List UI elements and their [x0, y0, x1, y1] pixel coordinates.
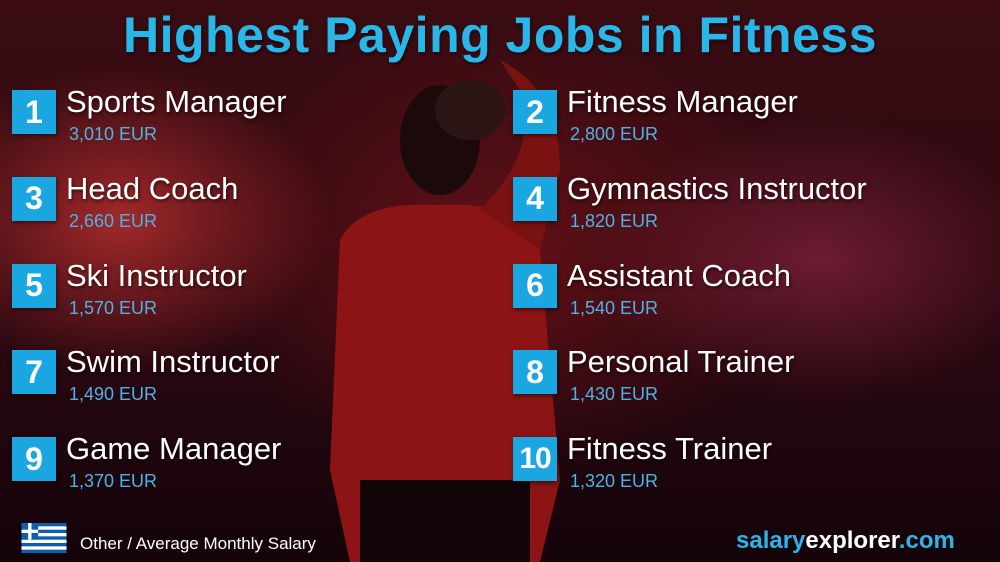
job-item: 5 Ski Instructor 1,570 EUR: [12, 258, 432, 334]
job-title: Swim Instructor: [66, 344, 280, 380]
job-title: Head Coach: [66, 170, 239, 206]
brand-part3: .com: [898, 527, 955, 554]
job-title: Game Manager: [66, 431, 282, 467]
job-salary: 2,800 EUR: [570, 124, 659, 144]
job-item: 4 Gymnastics Instructor 1,820 EUR: [513, 171, 933, 247]
job-salary: 1,490 EUR: [69, 384, 158, 405]
brand-logo[interactable]: salaryexplorer.com: [736, 527, 955, 555]
job-salary: 1,570 EUR: [69, 297, 158, 318]
page-title: Highest Paying Jobs in Fitness: [122, 7, 878, 63]
job-salary: 3,010 EUR: [69, 124, 158, 144]
rank-badge: 10: [513, 437, 557, 482]
job-title: Personal Trainer: [567, 344, 795, 380]
job-salary: 2,660 EUR: [69, 210, 158, 231]
job-item: 7 Swim Instructor 1,490 EUR: [12, 344, 432, 420]
job-title: Fitness Trainer: [567, 431, 773, 467]
job-title: Fitness Manager: [567, 84, 798, 119]
footer-label: Other / Average Monthly Salary: [80, 534, 316, 553]
rank-badge: 3: [12, 176, 56, 221]
job-title: Assistant Coach: [567, 257, 791, 293]
job-title: Ski Instructor: [66, 257, 247, 293]
brand-part2: explorer: [805, 527, 899, 554]
job-salary: 1,430 EUR: [570, 384, 659, 405]
job-item: 1 Sports Manager 3,010 EUR: [12, 84, 432, 160]
job-title: Gymnastics Instructor: [567, 170, 867, 206]
job-title: Sports Manager: [66, 84, 287, 119]
rank-badge: 6: [513, 263, 557, 308]
rank-badge: 8: [513, 350, 557, 395]
rank-badge: 7: [12, 350, 56, 395]
job-salary: 1,370 EUR: [69, 471, 158, 492]
rank-badge: 1: [12, 90, 56, 134]
job-salary: 1,540 EUR: [570, 297, 659, 318]
job-salary: 1,820 EUR: [570, 210, 659, 231]
job-salary: 1,320 EUR: [570, 471, 659, 492]
rank-badge: 2: [513, 90, 557, 134]
rank-badge: 4: [513, 176, 557, 221]
rank-badge: 9: [12, 437, 56, 482]
greece-flag-icon: [21, 523, 67, 553]
job-item: 3 Head Coach 2,660 EUR: [12, 171, 432, 247]
job-item: 9 Game Manager 1,370 EUR: [12, 431, 432, 507]
job-item: 8 Personal Trainer 1,430 EUR: [513, 344, 933, 420]
brand-part1: salary: [736, 527, 806, 554]
job-item: 2 Fitness Manager 2,800 EUR: [513, 84, 933, 160]
rank-badge: 5: [12, 263, 56, 308]
job-item: 10 Fitness Trainer 1,320 EUR: [513, 431, 933, 507]
job-item: 6 Assistant Coach 1,540 EUR: [513, 258, 933, 334]
